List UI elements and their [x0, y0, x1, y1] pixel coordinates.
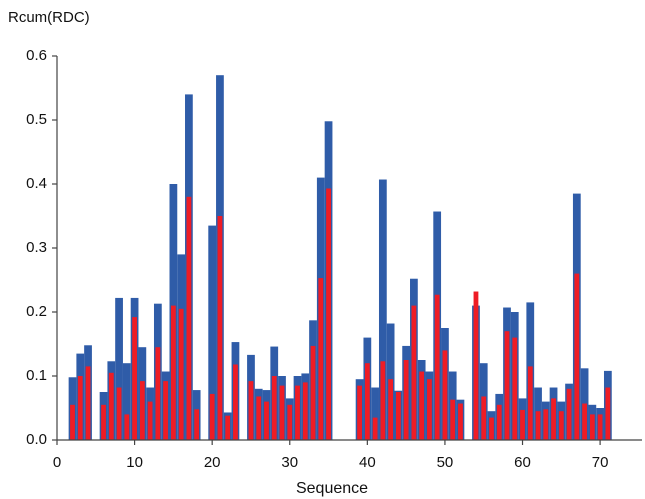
bar	[458, 403, 463, 440]
bar	[310, 345, 316, 440]
bar	[504, 331, 510, 440]
bar	[558, 411, 564, 440]
bar	[512, 337, 518, 440]
bar	[194, 409, 200, 440]
bar	[147, 401, 153, 440]
y-tick-label: 0.6	[26, 47, 47, 64]
bar	[543, 409, 549, 440]
bar	[326, 188, 331, 440]
x-tick-label: 20	[204, 454, 221, 471]
bar	[85, 366, 91, 440]
bar	[318, 278, 324, 440]
bar	[442, 350, 448, 440]
bar	[132, 317, 137, 440]
bar	[371, 387, 379, 440]
x-tick-label: 70	[592, 454, 609, 471]
bar	[155, 347, 161, 440]
y-tick-label: 0.1	[26, 367, 47, 384]
bar	[364, 363, 370, 440]
bar	[372, 417, 378, 440]
bar	[535, 411, 541, 440]
bar	[589, 414, 595, 440]
bar	[139, 381, 145, 440]
y-tick-label: 0.0	[26, 431, 47, 448]
bar	[527, 366, 533, 440]
x-tick-label: 50	[437, 454, 454, 471]
bar	[77, 376, 83, 440]
bar	[496, 404, 502, 440]
bar	[186, 196, 192, 440]
bar	[209, 393, 215, 440]
bar	[287, 404, 293, 440]
bar	[225, 415, 231, 440]
bar	[233, 364, 238, 440]
bar	[256, 396, 262, 440]
bar	[302, 382, 308, 440]
bar	[388, 379, 394, 440]
bar	[419, 371, 425, 440]
bar	[170, 305, 176, 440]
bar	[380, 361, 386, 440]
x-tick-label: 0	[53, 454, 61, 471]
bar	[489, 417, 494, 440]
bar	[279, 385, 285, 440]
bar	[295, 385, 300, 440]
bar	[208, 225, 217, 440]
bar	[163, 381, 169, 440]
bar	[248, 381, 254, 440]
bar	[434, 294, 440, 440]
bar	[411, 305, 417, 440]
bar	[116, 387, 122, 440]
bar	[217, 216, 223, 440]
x-axis-label: Sequence	[296, 480, 368, 497]
bar	[450, 399, 456, 440]
bar	[115, 297, 123, 440]
bar	[124, 414, 130, 440]
bar	[271, 376, 277, 440]
bar	[108, 372, 114, 440]
bar	[582, 403, 587, 440]
y-tick-label: 0.3	[26, 239, 47, 256]
bar	[520, 409, 525, 440]
bar	[70, 404, 75, 440]
bar	[551, 398, 556, 440]
bar	[605, 387, 611, 440]
x-tick-label: 40	[359, 454, 376, 471]
bar	[427, 379, 432, 440]
bar	[574, 273, 580, 440]
bar	[566, 388, 572, 440]
bar	[264, 401, 269, 440]
bar	[122, 363, 131, 440]
bar	[395, 392, 401, 440]
bar	[597, 414, 603, 440]
bar	[473, 291, 479, 440]
bar	[178, 308, 184, 440]
bar	[403, 360, 409, 440]
y-axis-label: Rcum(RDC)	[8, 9, 90, 26]
x-tick-label: 60	[514, 454, 531, 471]
bar	[101, 404, 106, 440]
y-tick-label: 0.5	[26, 111, 47, 128]
bar	[357, 385, 362, 440]
x-tick-label: 10	[126, 454, 143, 471]
x-tick-label: 30	[281, 454, 298, 471]
bar	[378, 179, 387, 440]
bar	[481, 396, 487, 440]
y-tick-label: 0.2	[26, 303, 47, 320]
y-tick-label: 0.4	[26, 175, 47, 192]
